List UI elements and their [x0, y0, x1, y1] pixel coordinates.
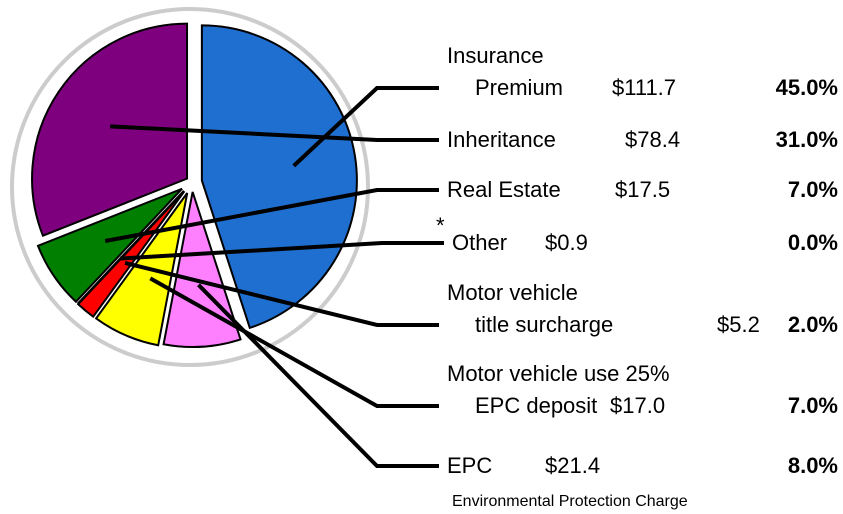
pie-slice [31, 22, 189, 237]
value-label: 7.0% [787, 177, 838, 202]
leader-line [104, 188, 439, 243]
leader-line [124, 260, 439, 327]
amount-label: $21.4 [545, 453, 601, 478]
leader-line [110, 124, 439, 142]
value-label: 31.0% [775, 127, 838, 152]
value-label: 7.0% [787, 393, 838, 418]
category-label: Motor vehicle title surcharge [447, 280, 614, 337]
category-label: Insurance Premium [447, 43, 564, 100]
leader-line [149, 276, 439, 408]
value-label: 0.0% [787, 230, 838, 255]
amount-label: $5.2 [717, 312, 760, 337]
pie-slice [36, 187, 183, 304]
amount-label: $78.4 [625, 127, 681, 152]
category-label: EPC [447, 453, 493, 478]
value-label: 45.0% [775, 75, 838, 100]
leader-line [292, 86, 439, 168]
footnote: Environmental Protection Charge [452, 493, 688, 510]
category-label: Other [452, 230, 508, 255]
leader-line [197, 283, 439, 468]
value-label: 8.0% [787, 453, 838, 478]
amount-label: $17.5 [615, 177, 671, 202]
category-label: Motor vehicle use 25% EPC deposit [447, 361, 670, 418]
amount-label: $17.0 [610, 393, 666, 418]
value-label: 2.0% [787, 312, 838, 337]
category-label: Real Estate [447, 177, 561, 202]
leader-line [120, 241, 444, 261]
pie-ring [10, 7, 370, 367]
category-label: Inheritance [447, 127, 556, 152]
amount-label: $111.7 [612, 75, 677, 100]
amount-label: $0.9 [545, 230, 588, 255]
footnote-marker: * [436, 213, 445, 238]
pie-slice [200, 24, 358, 330]
